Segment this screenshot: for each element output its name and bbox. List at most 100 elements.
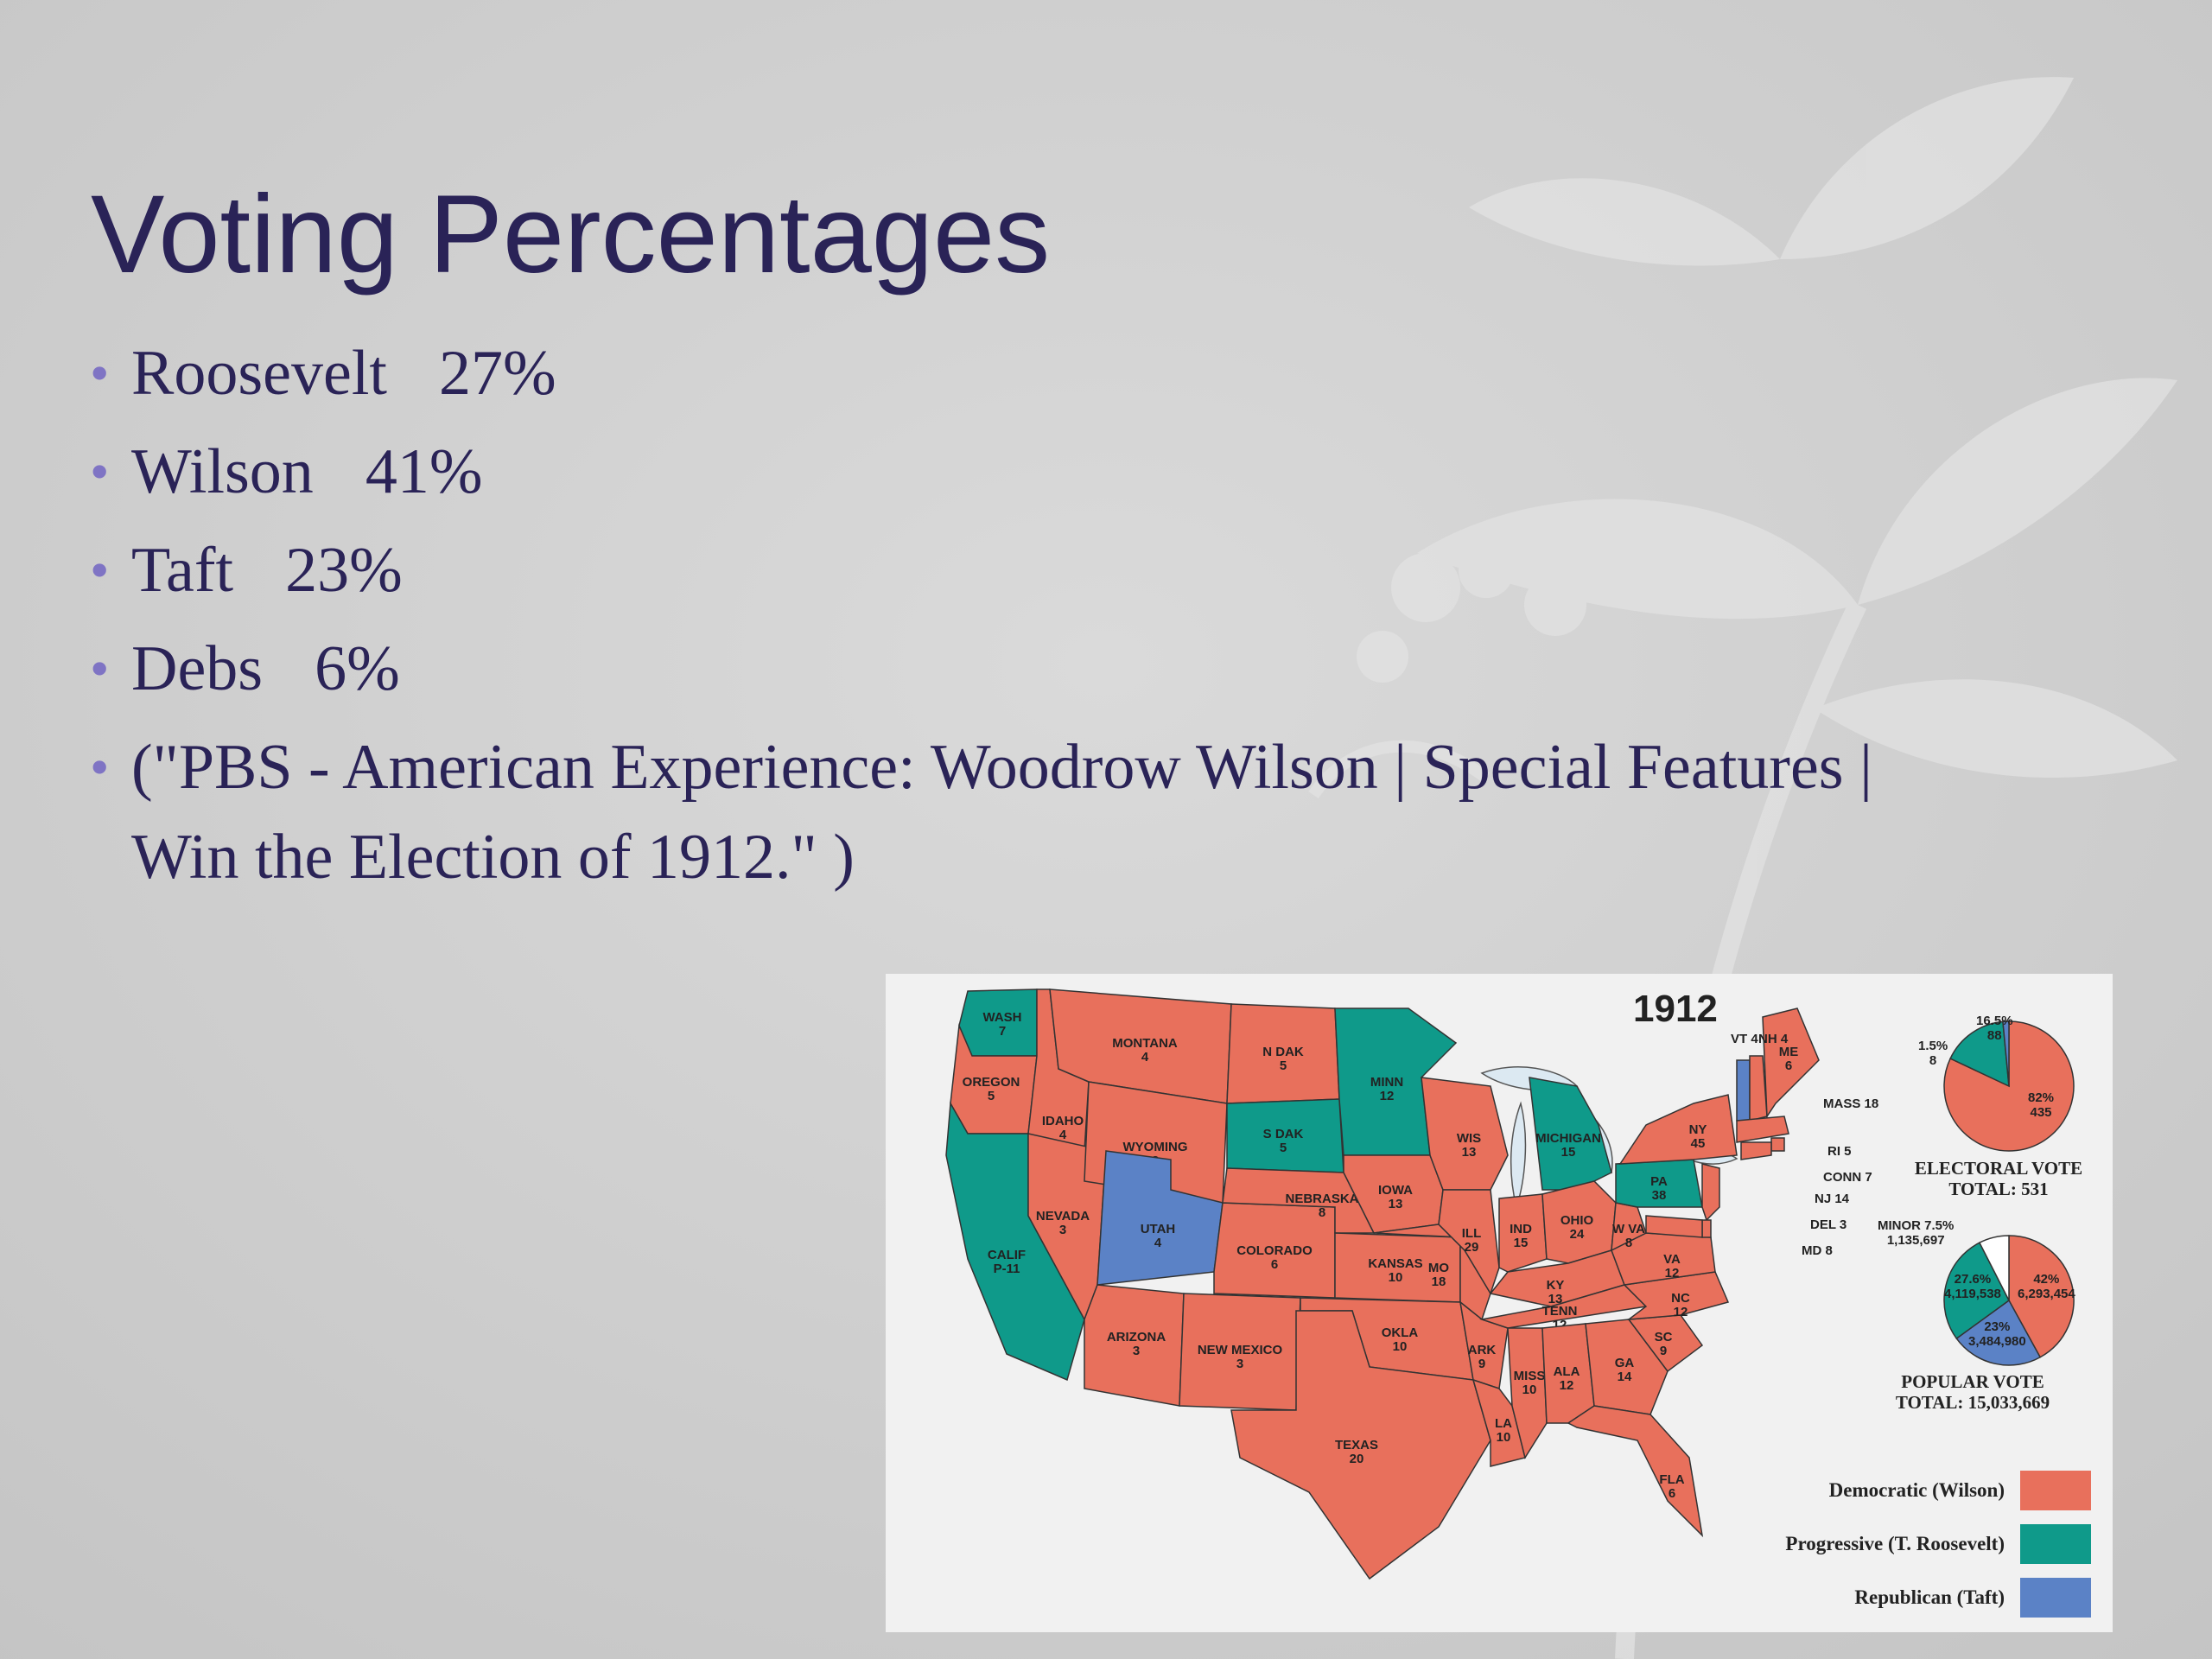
us-map: WASH7OREGON5CALIFP-11IDAHO4NEVADA3MONTAN… [945,988,2075,1580]
candidate-percent: 23% [285,535,403,606]
state-label: MONTANA [1112,1036,1178,1051]
legend-democratic: Democratic (Wilson) [1573,1466,2091,1515]
state-me: ME6 [1762,1007,1820,1119]
candidate-name: Wilson [131,436,314,507]
state-shape [1701,1219,1712,1238]
state-electoral-votes: 5 [988,1089,995,1103]
candidate-percent: 27% [438,338,556,409]
legend-swatch-progressive [2020,1524,2091,1564]
bullet-dot-icon: • [90,638,110,699]
state-label: OHIO [1560,1213,1594,1228]
bullet-debs: • Debs 6% [86,624,1944,714]
state-nj [1701,1163,1720,1222]
bullet-citation: • ("PBS - American Experience: Woodrow W… [86,722,1944,902]
state-label: NEW MEXICO [1198,1343,1283,1357]
election-map-1912: WASH 7 OREGON 5 CALIF P-11 IDAHO 4 NEVADA 3 MONTAN… [886,974,2113,1632]
state-label: GA [1615,1356,1635,1370]
state-electoral-votes: 10 [1393,1339,1408,1354]
state-label: NEVADA [1036,1209,1090,1224]
popular-progressive-note: 27.6% 4,119,538 [1944,1272,2001,1301]
state-label: WASH [983,1010,1022,1025]
state-shape [1736,1059,1751,1122]
pie-slice-progressive [1943,1242,2010,1340]
state-label: WYOMING [1123,1140,1188,1154]
state-shape [1736,1116,1789,1143]
state-shape [1230,1310,1491,1580]
pie-slice-republican [1955,1299,2042,1366]
state-label: MO [1428,1261,1449,1275]
state-electoral-votes: 8 [1625,1236,1632,1250]
state-electoral-votes: 10 [1497,1430,1511,1445]
electoral-vote-label: ELECTORAL VOTE TOTAL: 531 [1914,1158,2083,1199]
pie-slice-republican [2002,1020,2010,1087]
state-label: SC [1655,1330,1673,1344]
state-callout-mass: MASS 18 [1823,1096,1878,1111]
bullet-list: • Roosevelt 27% • Wilson 41% • Taft 23% • D… [86,328,1944,911]
electoral-democratic-note: 82% 435 [2028,1090,2055,1120]
candidate-name: Taft [131,535,234,606]
state-label: ARK [1468,1343,1497,1357]
state-electoral-votes: 24 [1570,1227,1585,1242]
state-label: OKLA [1382,1325,1419,1340]
electoral-progressive-note: 16.5% 88 [1976,1014,2013,1043]
state-electoral-votes: P-11 [994,1262,1020,1276]
state-label: ALA [1554,1364,1580,1379]
state-electoral-votes: 13 [1548,1292,1563,1306]
candidate-name: Roosevelt [131,338,387,409]
pie-slice-minor [1978,1235,2010,1301]
state-electoral-votes: 9 [1660,1344,1667,1358]
state-electoral-votes: 4 [1141,1050,1149,1065]
map-legend: Democratic (Wilson) Progressive (T. Roos… [1573,1466,2091,1627]
state-label: UTAH [1141,1222,1176,1236]
state-electoral-votes: 5 [1280,1141,1287,1155]
candidate-percent: 6% [315,633,400,704]
state-electoral-votes: 10 [1389,1270,1403,1285]
state-shape [1459,1300,1509,1389]
state-electoral-votes: 13 [1462,1145,1477,1160]
map-year: 1912 [1633,988,1718,1030]
state-electoral-votes: 12 [1380,1089,1395,1103]
state-shape [1507,1327,1548,1459]
state-ri [1770,1137,1785,1152]
state-electoral-votes: 12 [1560,1378,1574,1393]
state-label: LA [1495,1416,1512,1431]
slide-title: Voting Percentages [91,173,1051,296]
state-callout-md: MD 8 [1802,1243,1833,1258]
state-sc: SC9 [1627,1314,1704,1373]
state-electoral-votes: 4 [1059,1128,1067,1142]
pie-slice-progressive [1949,1020,2010,1088]
state-label: OREGON [963,1075,1020,1090]
state-label: W VA [1612,1222,1645,1236]
state-electoral-votes: 10 [1522,1382,1537,1397]
bullet-dot-icon: • [90,736,110,798]
pie-slice-democratic [2008,1235,2075,1358]
bullet-wilson: • Wilson 41% [86,427,1944,517]
popular-republican-note: 23% 3,484,980 [1968,1319,2026,1349]
state-electoral-votes: 18 [1432,1274,1446,1289]
legend-swatch-republican [2020,1578,2091,1618]
state-electoral-votes: 3 [1236,1357,1243,1371]
state-electoral-votes: 6 [1669,1486,1675,1501]
state-label: KY [1547,1278,1565,1293]
state-shape [1084,1284,1185,1407]
state-label: WIS [1457,1131,1481,1146]
state-shape [1585,1319,1669,1415]
legend-republican: Republican (Taft) [1573,1573,2091,1622]
state-shape [1762,1007,1820,1119]
state-label: ILL [1462,1226,1482,1241]
state-vt [1736,1059,1751,1122]
